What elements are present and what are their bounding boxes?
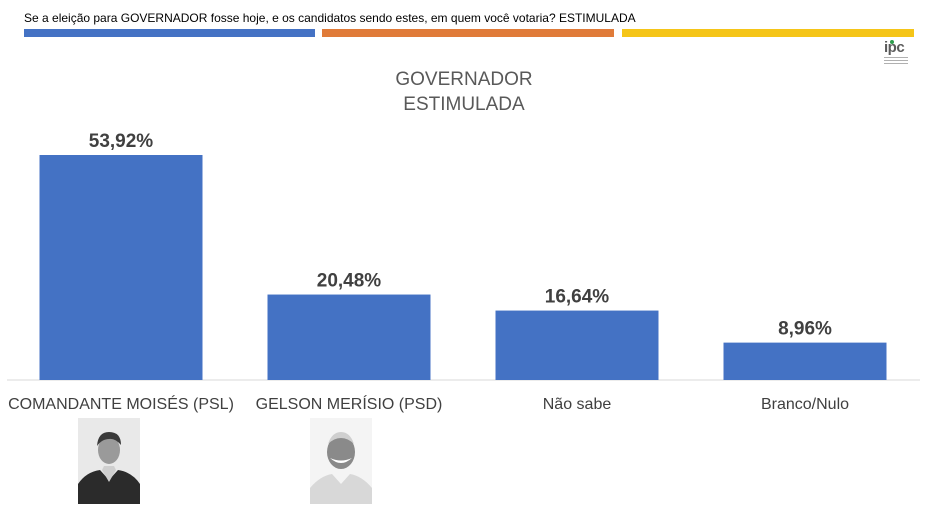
survey-question: Se a eleição para GOVERNADOR fosse hoje,…: [24, 11, 636, 25]
bar-value-label-0: 53,92%: [89, 131, 154, 152]
bar-value-label-2: 16,64%: [545, 287, 610, 308]
category-label-2: Não sabe: [543, 396, 612, 413]
bar-0: [39, 155, 203, 380]
category-label-3: Branco/Nulo: [761, 396, 849, 413]
bar-value-label-1: 20,48%: [317, 271, 382, 292]
candidate-photo-icon: [78, 418, 140, 504]
logo-dot: [890, 40, 894, 44]
chart-title: GOVERNADOR: [395, 69, 533, 90]
bar-2: [495, 310, 659, 380]
ipc-logo-icon: ipc: [884, 40, 918, 70]
logo-tagline-lines: [884, 57, 918, 64]
category-label-1: GELSON MERÍSIO (PSD): [256, 394, 443, 413]
header-stripe-orange: [322, 29, 614, 37]
logo-text: ipc: [884, 39, 905, 56]
category-label-0: COMANDANTE MOISÉS (PSL): [8, 394, 234, 413]
bar-3: [723, 342, 887, 380]
bar-value-label-3: 8,96%: [778, 319, 832, 340]
chart-subtitle: ESTIMULADA: [403, 94, 525, 115]
bar-1: [267, 294, 431, 380]
bar-chart: 53,92% COMANDANTE MOISÉS (PSL) 20,48% GELSO…: [7, 131, 920, 413]
header-stripe-yellow: [622, 29, 914, 37]
candidate-photo-icon: [310, 418, 372, 504]
header-stripe-blue: [24, 29, 315, 37]
